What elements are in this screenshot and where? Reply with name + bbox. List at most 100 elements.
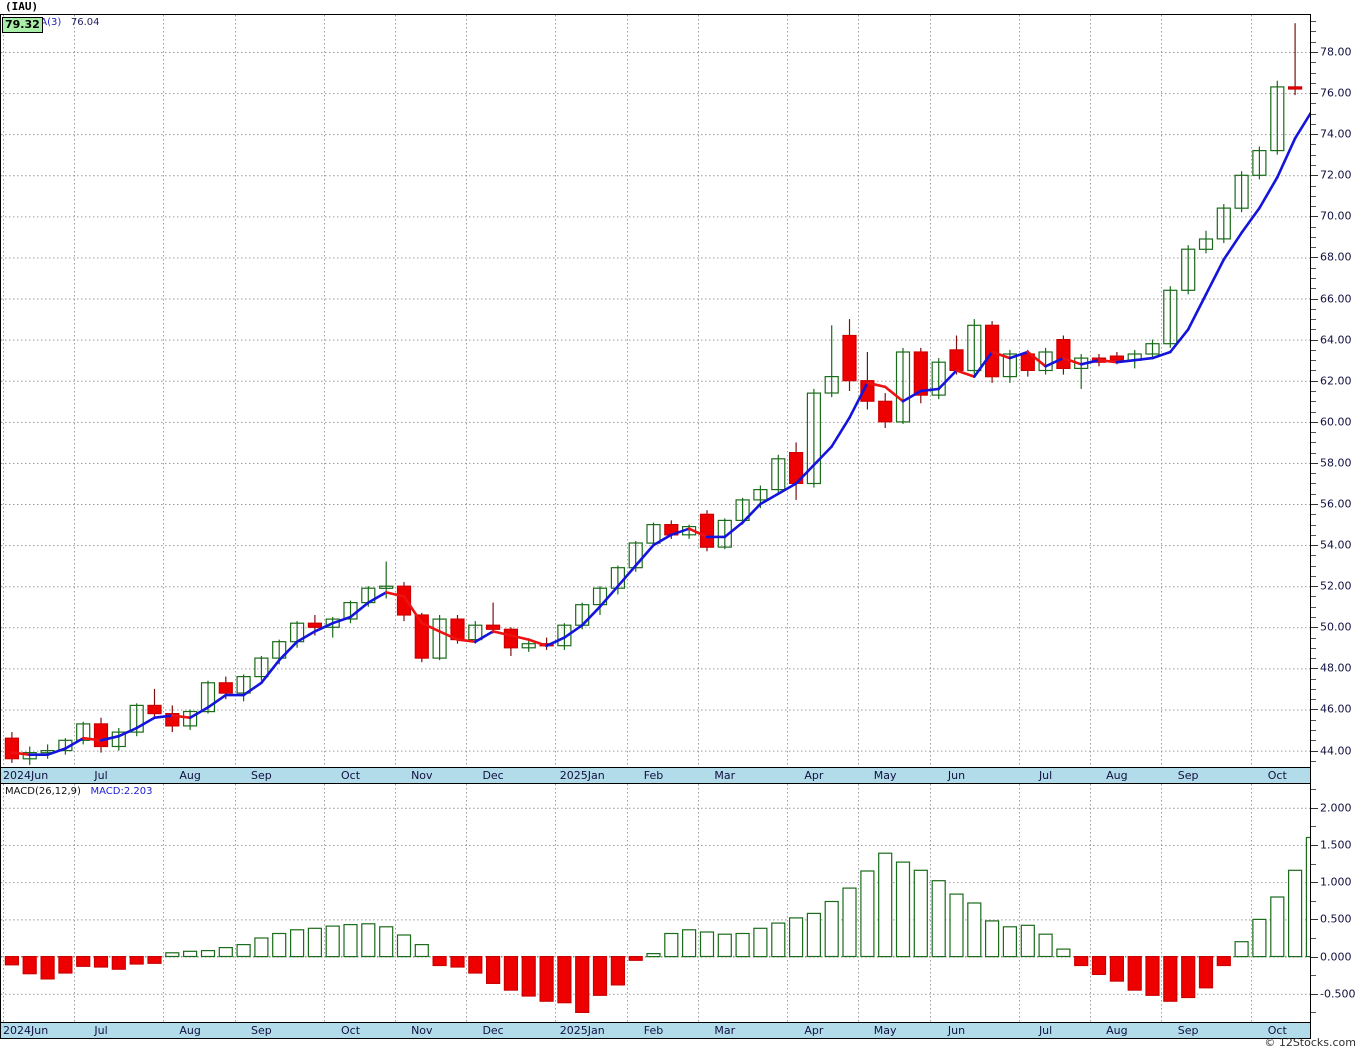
price-tick-mark	[1311, 216, 1318, 218]
price-tick-label: 66.00	[1320, 292, 1352, 306]
price-minor-tick	[1311, 719, 1316, 721]
price-minor-tick	[1311, 226, 1316, 228]
price-minor-tick	[1311, 647, 1316, 649]
price-x-label: Apr	[804, 769, 824, 782]
legend-ma-label: MA(3)	[31, 17, 62, 28]
price-minor-tick	[1311, 514, 1316, 516]
price-minor-tick	[1311, 493, 1316, 495]
price-minor-tick	[1311, 575, 1316, 577]
price-tick-label: 50.00	[1320, 620, 1352, 634]
price-minor-tick	[1311, 82, 1316, 84]
price-x-label: May	[873, 769, 897, 782]
macd-tick-label: -0.500	[1320, 987, 1356, 1001]
price-minor-tick	[1311, 658, 1316, 660]
price-minor-tick	[1311, 432, 1316, 434]
price-tick-label: 70.00	[1320, 209, 1352, 223]
macd-x-label: Oct	[1267, 1024, 1287, 1037]
price-minor-tick	[1311, 637, 1316, 639]
price-minor-tick	[1311, 123, 1316, 125]
price-chart-panel[interactable]: IAU MA(3) 76.04	[0, 14, 1311, 768]
legend-ma-value: 76.04	[70, 17, 100, 28]
price-tick-mark	[1311, 257, 1318, 259]
price-minor-tick	[1311, 452, 1316, 454]
price-tick-mark	[1311, 339, 1318, 341]
macd-tick-mark	[1311, 844, 1318, 846]
price-tick-mark	[1311, 709, 1318, 711]
macd-x-label: Jun	[947, 1024, 966, 1037]
macd-x-label: Jul	[94, 1024, 108, 1037]
macd-minor-tick	[1311, 937, 1316, 939]
price-x-axis: 2024Jun Jul Aug Sep Oct Nov Dec 2025Jan Feb Mar Ap…	[0, 768, 1311, 784]
price-minor-tick	[1311, 565, 1316, 567]
last-price-badge: 79.32	[2, 16, 43, 33]
macd-minor-tick	[1311, 863, 1316, 865]
price-x-label: Aug	[179, 769, 201, 782]
price-minor-tick	[1311, 41, 1316, 43]
price-tick-mark	[1311, 462, 1318, 464]
price-minor-tick	[1311, 21, 1316, 23]
price-minor-tick	[1311, 144, 1316, 146]
price-tick-mark	[1311, 93, 1318, 95]
price-minor-tick	[1311, 349, 1316, 351]
price-minor-tick	[1311, 483, 1316, 485]
price-minor-tick	[1311, 164, 1316, 166]
price-tick-label: 74.00	[1320, 127, 1352, 141]
macd-y-axis: -0.500 0.000 0.500 1.000 1.500 2.000	[1311, 783, 1360, 1023]
price-tick-mark	[1311, 380, 1318, 382]
macd-tick-label: 0.500	[1320, 912, 1352, 926]
price-minor-tick	[1311, 442, 1316, 444]
macd-tick-label: 2.000	[1320, 801, 1352, 815]
macd-tick-label: 0.000	[1320, 950, 1352, 964]
price-minor-tick	[1311, 31, 1316, 33]
price-minor-tick	[1311, 401, 1316, 403]
legend-macd-value: MACD:2.203	[90, 786, 153, 797]
macd-x-label: Nov	[411, 1024, 433, 1037]
macd-panel[interactable]: MACD(26,12,9) MACD:2.203	[0, 783, 1311, 1023]
price-plot-area[interactable]	[1, 15, 1310, 767]
macd-x-label: Sep	[1177, 1024, 1199, 1037]
price-minor-tick	[1311, 391, 1316, 392]
macd-minor-tick	[1311, 826, 1316, 828]
macd-tick-mark	[1311, 919, 1318, 921]
macd-x-label: Aug	[1106, 1024, 1128, 1037]
macd-minor-tick	[1311, 789, 1316, 791]
price-tick-mark	[1311, 750, 1318, 752]
price-minor-tick	[1311, 473, 1316, 475]
price-minor-tick	[1311, 319, 1316, 321]
price-tick-label: 48.00	[1320, 661, 1352, 675]
macd-tick-label: 1.500	[1320, 838, 1352, 852]
macd-legend: MACD(26,12,9) MACD:2.203	[5, 786, 152, 797]
price-x-label: Jul	[1038, 769, 1053, 782]
macd-x-label: Dec	[482, 1024, 504, 1037]
price-tick-label: 72.00	[1320, 168, 1352, 182]
price-tick-label: 62.00	[1320, 374, 1352, 388]
price-minor-tick	[1311, 72, 1316, 74]
price-minor-tick	[1311, 699, 1316, 701]
price-minor-tick	[1311, 288, 1316, 290]
price-minor-tick	[1311, 688, 1316, 690]
price-x-label: Nov	[411, 769, 433, 782]
price-x-label: Feb	[643, 769, 664, 782]
macd-x-label: Oct	[341, 1024, 361, 1037]
macd-plot-area[interactable]	[1, 784, 1310, 1022]
price-minor-tick	[1311, 360, 1316, 362]
price-minor-tick	[1311, 534, 1316, 536]
price-tick-mark	[1311, 175, 1318, 177]
price-minor-tick	[1311, 617, 1316, 618]
price-tick-mark	[1311, 504, 1318, 505]
price-tick-mark	[1311, 545, 1318, 547]
price-x-label: 2024Jun	[3, 769, 49, 782]
macd-x-label: Aug	[179, 1024, 201, 1037]
price-tick-label: 76.00	[1320, 86, 1352, 100]
price-minor-tick	[1311, 760, 1316, 762]
price-x-label: Oct	[341, 769, 361, 782]
price-tick-label: 68.00	[1320, 250, 1352, 264]
price-x-label: Oct	[1267, 769, 1287, 782]
price-tick-label: 60.00	[1320, 415, 1352, 429]
price-x-label: Sep	[251, 769, 272, 782]
price-minor-tick	[1311, 329, 1316, 331]
price-tick-mark	[1311, 421, 1318, 423]
price-minor-tick	[1311, 606, 1316, 608]
price-tick-label: 54.00	[1320, 538, 1352, 552]
price-tick-mark	[1311, 134, 1318, 136]
